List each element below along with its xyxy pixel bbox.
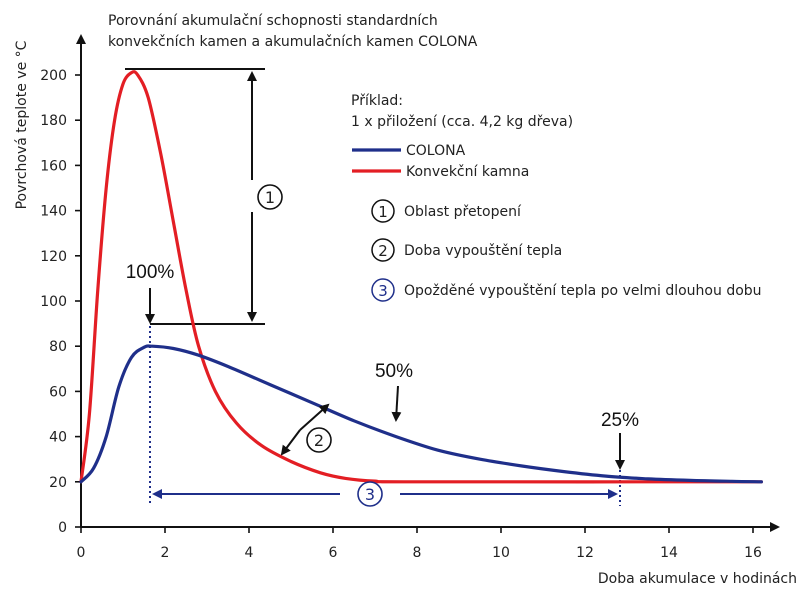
chart-title-line2: konvekčních kamen a akumulačních kamen C… [108, 34, 478, 50]
x-axis-label: Doba akumulace v hodinách [598, 571, 797, 587]
release-arrow-up [299, 403, 330, 431]
y-tick-label: 100 [40, 294, 67, 310]
legend-marker-1 [371, 199, 395, 223]
x-tick-label: 6 [329, 545, 338, 561]
marker-1-circle [257, 184, 283, 210]
legend-note-1: Oblast přetopení [404, 204, 522, 220]
late-percent-label: 25% [601, 410, 639, 431]
chart-title-line1: Porovnání akumulační schopnosti standard… [108, 13, 438, 29]
x-tick-label: 10 [492, 545, 510, 561]
y-tick-label: 60 [49, 384, 67, 400]
legend-note-2: Doba vypouštění tepla [404, 243, 562, 259]
marker-2-label: 2 [314, 431, 324, 450]
legend-label-konvekcni: Konvekční kamna [406, 164, 529, 180]
legend-marker-3-label: 3 [378, 282, 388, 300]
x-tick-label: 2 [161, 545, 170, 561]
legend-marker-3 [371, 278, 395, 302]
mid-pointer-arrow [391, 385, 402, 422]
peak-percent-label: 100% [126, 262, 175, 283]
marker-3-label: 3 [365, 485, 375, 504]
marker-2-circle [306, 427, 332, 453]
marker-1-label: 1 [265, 188, 275, 207]
y-tick-label: 200 [40, 68, 67, 84]
y-axis-label: Povrchová teplote ve °C [14, 40, 30, 209]
series-line-konvekcni-kamna [79, 70, 763, 484]
mid-percent-label: 50% [375, 361, 413, 382]
legend-marker-1-label: 1 [378, 203, 388, 221]
series-line-colona [79, 344, 763, 484]
x-tick-label: 12 [576, 545, 594, 561]
legend-marker-2 [371, 238, 395, 262]
release-arrow-down [280, 429, 301, 456]
x-tick-label: 16 [744, 545, 762, 561]
x-tick-label: 4 [245, 545, 254, 561]
x-ticks: 0 2 4 6 8 10 12 14 16 [77, 527, 762, 561]
y-tick-label: 160 [40, 158, 67, 174]
legend-title-line1: Příklad: [351, 93, 403, 109]
y-tick-label: 0 [58, 520, 67, 536]
legend-marker-2-label: 2 [378, 242, 388, 260]
legend-label-colona: COLONA [406, 143, 466, 159]
legend-note-3: Opožděné vypouštění tepla po velmi dlouh… [404, 283, 762, 299]
marker-3-circle [357, 481, 383, 507]
y-tick-label: 140 [40, 204, 67, 220]
y-ticks: 0 20 40 60 80 100 120 140 160 180 200 [40, 68, 81, 536]
x-tick-label: 14 [660, 545, 678, 561]
y-tick-label: 180 [40, 113, 67, 129]
legend-title-line2: 1 x přiložení (cca. 4,2 kg dřeva) [351, 114, 573, 130]
x-tick-label: 8 [413, 545, 422, 561]
y-tick-label: 80 [49, 339, 67, 355]
x-tick-label: 0 [77, 545, 86, 561]
y-tick-label: 40 [49, 430, 67, 446]
y-tick-label: 20 [49, 475, 67, 491]
y-tick-label: 120 [40, 249, 67, 265]
